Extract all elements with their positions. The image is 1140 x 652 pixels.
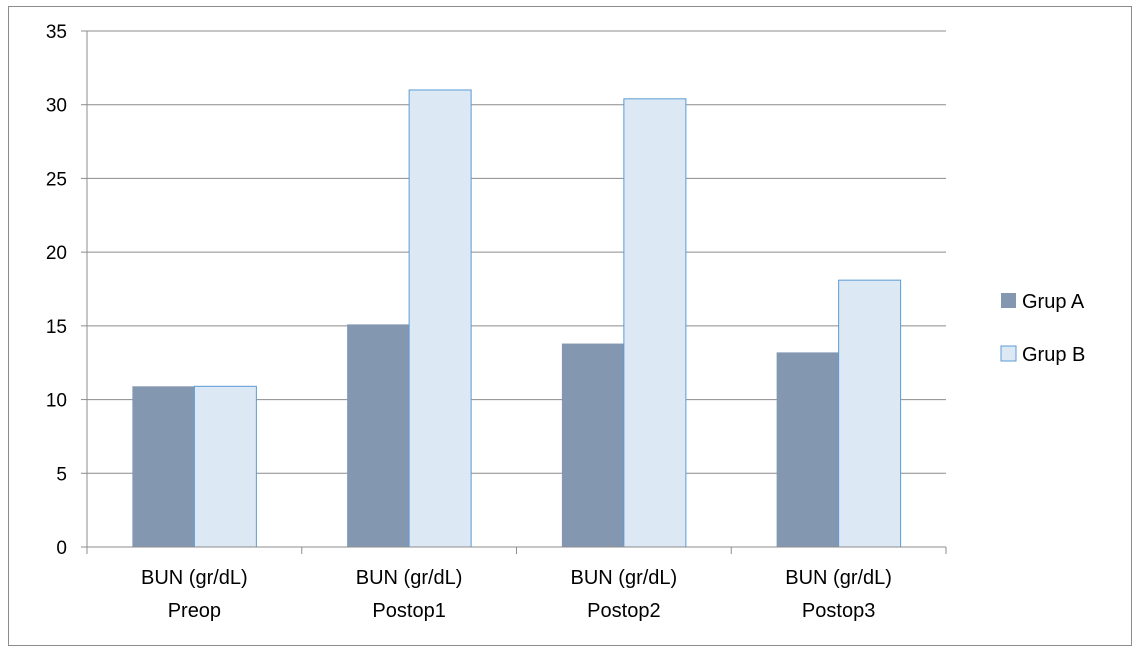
legend-label: Grup B [1022, 344, 1085, 366]
y-tick-label: 30 [46, 96, 67, 117]
bar-grup-a-0 [132, 386, 195, 547]
bar-grup-b-1 [408, 89, 472, 548]
y-tick-label: 5 [56, 464, 67, 485]
bar-grup-b-0 [193, 385, 257, 548]
x-tick-label: Postop2 [587, 600, 660, 622]
x-tick-label: BUN (gr/dL) [141, 567, 248, 589]
x-tick-label: BUN (gr/dL) [356, 567, 463, 589]
x-axis-labels: BUN (gr/dL) Preop BUN (gr/dL) Postop1 BUN (g… [141, 567, 892, 622]
bar-grup-a-2 [561, 343, 624, 547]
y-tick-label: 10 [46, 391, 67, 412]
x-tick-label: Preop [168, 600, 221, 622]
y-tick-label: 0 [56, 538, 67, 559]
legend-swatch [1001, 293, 1016, 308]
bar-grup-a-1 [347, 324, 410, 547]
x-tick-label: BUN (gr/dL) [785, 567, 892, 589]
bar-grup-b-2 [623, 98, 687, 548]
x-tick-label: Postop1 [372, 600, 445, 622]
y-tick-label: 35 [46, 22, 67, 43]
y-tick-label: 15 [46, 317, 67, 338]
y-tick-label: 20 [46, 243, 67, 264]
legend-label: Grup A [1022, 291, 1085, 313]
bar-grup-a-3 [776, 352, 839, 547]
bar-grup-b-3 [838, 279, 902, 548]
axes [86, 31, 947, 554]
bars [132, 89, 902, 548]
x-tick-label: BUN (gr/dL) [571, 567, 678, 589]
y-tick-label: 25 [46, 169, 67, 190]
legend: Grup A Grup B [1000, 291, 1085, 366]
x-tick-label: Postop3 [802, 600, 875, 622]
y-axis-ticks: 0 5 10 15 20 25 30 35 [46, 22, 87, 559]
legend-swatch [1000, 345, 1017, 362]
